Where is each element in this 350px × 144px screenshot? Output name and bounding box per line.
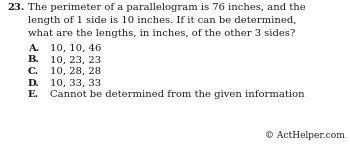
Text: A.: A.	[28, 44, 39, 53]
Text: 23.: 23.	[7, 3, 24, 12]
Text: E.: E.	[28, 90, 39, 99]
Text: what are the lengths, in inches, of the other 3 sides?: what are the lengths, in inches, of the …	[28, 29, 295, 38]
Text: length of 1 side is 10 inches. If it can be determined,: length of 1 side is 10 inches. If it can…	[28, 16, 296, 25]
Text: Cannot be determined from the given information: Cannot be determined from the given info…	[50, 90, 304, 99]
Text: © ActHelper.com: © ActHelper.com	[265, 131, 345, 140]
Text: 10, 10, 46: 10, 10, 46	[50, 44, 101, 53]
Text: 10, 33, 33: 10, 33, 33	[50, 78, 101, 88]
Text: D.: D.	[28, 78, 40, 88]
Text: 10, 28, 28: 10, 28, 28	[50, 67, 101, 76]
Text: The perimeter of a parallelogram is 76 inches, and the: The perimeter of a parallelogram is 76 i…	[28, 3, 306, 12]
Text: B.: B.	[28, 55, 40, 65]
Text: 10, 23, 23: 10, 23, 23	[50, 55, 101, 65]
Text: C.: C.	[28, 67, 39, 76]
